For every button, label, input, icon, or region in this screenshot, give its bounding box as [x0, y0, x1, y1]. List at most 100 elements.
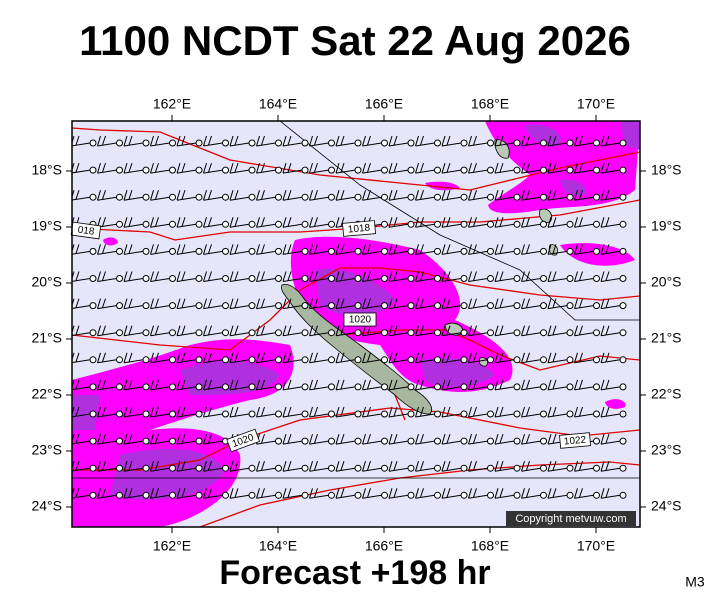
barb-flag — [102, 271, 106, 281]
wind-barb — [547, 162, 574, 174]
barb-flag — [547, 433, 552, 445]
wind-barb — [229, 325, 256, 337]
barb-flag — [600, 162, 605, 174]
barb-flag — [415, 325, 419, 336]
wind-barb — [123, 135, 150, 147]
barb-flag — [150, 271, 154, 282]
wind-barb — [72, 461, 97, 472]
barb-shaft — [468, 278, 488, 282]
barb-flag — [362, 352, 366, 363]
barb-flag — [102, 406, 106, 417]
barb-flag — [468, 433, 472, 445]
wind-barb — [309, 325, 335, 337]
barb-shaft — [176, 169, 197, 174]
wind-barb — [415, 433, 441, 445]
station — [619, 139, 627, 147]
wind-barb — [521, 244, 547, 255]
barb-flag — [176, 461, 181, 472]
station — [248, 329, 256, 337]
barb-flag — [468, 217, 472, 228]
barb-flag — [552, 162, 557, 173]
barb-flag — [367, 352, 371, 362]
barb-flag — [155, 298, 159, 308]
wind-barb — [468, 461, 494, 472]
station — [89, 383, 97, 391]
barb-shaft — [123, 250, 144, 255]
barb-flag — [75, 162, 80, 173]
wind-barb — [574, 298, 600, 310]
wind-barb — [176, 433, 203, 445]
barb-flag — [314, 162, 318, 173]
station — [275, 329, 282, 337]
wind-barb — [362, 298, 388, 310]
barb-flag — [526, 406, 530, 417]
barb-shaft — [574, 359, 594, 364]
barb-shaft — [203, 413, 223, 418]
station — [195, 139, 203, 147]
barb-shaft — [574, 250, 594, 255]
barb-shaft — [282, 467, 303, 472]
station — [434, 275, 441, 282]
barb-shaft — [150, 494, 170, 499]
barb-shaft — [388, 196, 409, 201]
lat-label: 22°S — [651, 386, 682, 402]
station — [513, 356, 521, 364]
wind-barb — [415, 379, 441, 391]
barb-shaft — [547, 494, 568, 499]
barb-shaft — [362, 278, 382, 282]
barb-flag — [335, 298, 340, 309]
barb-flag — [102, 244, 106, 254]
barb-flag — [441, 352, 446, 363]
station — [222, 329, 229, 337]
barb-flag — [468, 352, 472, 363]
barb-flag — [75, 298, 80, 308]
barb-flag — [494, 298, 499, 309]
barb-shaft — [574, 278, 594, 282]
barb-shaft — [494, 196, 515, 201]
barb-shaft — [547, 413, 568, 418]
barb-flag — [123, 298, 128, 309]
station — [566, 464, 574, 472]
barb-shaft — [282, 250, 303, 255]
wind-barb — [256, 217, 282, 228]
barb-shaft — [203, 467, 223, 472]
barb-shaft — [176, 305, 197, 310]
barb-flag — [155, 325, 159, 335]
station — [513, 302, 521, 310]
wind-barb — [547, 190, 574, 201]
barb-flag — [261, 379, 265, 390]
barb-shaft — [229, 386, 250, 391]
barb-flag — [181, 244, 186, 254]
barb-flag — [128, 271, 133, 281]
barb-shaft — [600, 142, 621, 147]
wind-barb — [256, 298, 282, 310]
barb-flag — [287, 461, 292, 471]
wind-barb — [600, 190, 627, 201]
wind-barb — [441, 135, 468, 147]
station — [354, 302, 362, 310]
barb-shaft — [441, 467, 462, 472]
barb-flag — [335, 217, 340, 228]
barb-shaft — [309, 223, 329, 228]
barb-shaft — [282, 359, 303, 364]
barb-flag — [234, 244, 239, 254]
station — [566, 166, 574, 174]
barb-flag — [314, 135, 318, 146]
barb-flag — [287, 352, 292, 362]
barb-flag — [229, 379, 234, 391]
barb-flag — [234, 217, 239, 227]
barb-flag — [75, 190, 80, 200]
station — [195, 356, 203, 364]
station — [169, 220, 176, 228]
lon-label: 168°E — [471, 96, 509, 112]
barb-flag — [335, 488, 340, 499]
wind-barb — [97, 244, 123, 255]
barb-flag — [526, 352, 530, 362]
barb-flag — [494, 162, 499, 174]
barb-flag — [526, 488, 530, 498]
station — [381, 139, 388, 147]
wind-barb — [415, 406, 441, 418]
barb-flag — [203, 244, 207, 255]
wind-barb — [229, 379, 256, 391]
wind-barb — [468, 217, 494, 228]
